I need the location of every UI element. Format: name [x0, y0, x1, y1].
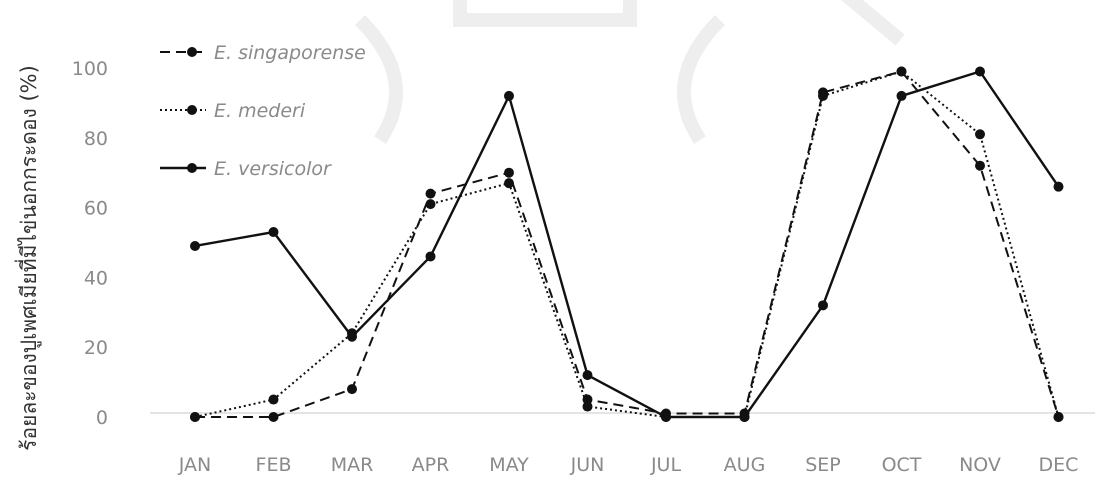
- series-e-versicolor: [190, 66, 1064, 422]
- y-tick-label: 60: [84, 198, 108, 220]
- x-tick-label-may: MAY: [489, 454, 529, 476]
- data-point-e-mederi-jan: [190, 412, 200, 422]
- data-point-e-mederi-feb: [268, 394, 279, 405]
- y-tick-label: 0: [96, 407, 108, 429]
- y-tick-label: 80: [84, 128, 108, 150]
- series-line-e-versicolor: [194, 70, 1060, 419]
- data-point-e-versicolor-apr: [425, 251, 436, 262]
- legend-label: E. singaporense: [214, 42, 366, 64]
- data-point-e-versicolor-jun: [582, 370, 593, 381]
- x-tick-label-jun: JUN: [570, 454, 605, 476]
- data-point-e-versicolor-sep: [818, 300, 828, 311]
- y-tick-labels: 0 20 40 60 80 100: [72, 58, 108, 429]
- data-point-e-singaporense-nov: [975, 160, 985, 171]
- x-tick-label-dec: DEC: [1039, 454, 1079, 476]
- x-tick-label-feb: FEB: [256, 454, 292, 476]
- data-point-e-singaporense-jun: [582, 394, 593, 405]
- series-line-e-singaporense: [195, 70, 1060, 418]
- data-point-e-mederi-oct: [896, 66, 907, 77]
- y-tick-label: 40: [84, 267, 108, 289]
- legend-item-e-mederi: E. mederi: [160, 100, 306, 122]
- data-point-e-mederi-jun: [582, 401, 593, 412]
- data-point-e-versicolor-nov: [975, 66, 985, 77]
- x-tick-label-aug: AUG: [724, 454, 766, 476]
- data-point-e-versicolor-jul: [661, 412, 671, 422]
- data-point-e-versicolor-feb: [268, 227, 279, 238]
- data-point-e-versicolor-oct: [896, 90, 907, 101]
- data-point-e-mederi-apr: [425, 199, 436, 210]
- x-tick-label-mar: MAR: [331, 454, 374, 476]
- y-axis-label: ร้อยละของปูเพศเมียที่มีไข่นอกกระดอง (%): [14, 65, 42, 451]
- data-point-e-mederi-sep: [818, 90, 828, 101]
- data-point-e-mederi-dec: [1053, 412, 1064, 422]
- x-tick-label-nov: NOV: [959, 454, 1001, 476]
- series-line-e-mederi: [194, 70, 1060, 418]
- data-point-e-mederi-may: [504, 178, 514, 189]
- x-tick-label-oct: OCT: [882, 454, 922, 476]
- data-point-e-versicolor-aug: [739, 412, 750, 422]
- data-point-e-singaporense-apr: [425, 188, 436, 199]
- x-tick-label-jan: JAN: [178, 454, 211, 476]
- x-tick-labels: JAN FEB MAR APR MAY JUN JUL AUG SEP OCT NOV DEC: [178, 454, 1079, 476]
- y-tick-label: 100: [72, 58, 108, 80]
- series-e-singaporense: [190, 66, 1064, 422]
- series-e-mederi: [190, 66, 1064, 422]
- data-point-e-mederi-nov: [975, 129, 985, 140]
- legend-swatch-marker: [187, 163, 197, 173]
- x-tick-label-sep: SEP: [805, 454, 841, 476]
- legend-swatch-marker: [187, 47, 197, 57]
- legend-label: E. mederi: [214, 100, 306, 122]
- legend: E. singaporense E. mederi E. versicolor: [160, 42, 366, 180]
- y-tick-label: 20: [84, 337, 108, 359]
- data-point-e-versicolor-mar: [347, 331, 357, 342]
- x-tick-label-jul: JUL: [650, 454, 682, 476]
- data-point-e-singaporense-feb: [268, 412, 279, 422]
- legend-item-e-singaporense: E. singaporense: [160, 42, 366, 64]
- data-point-e-versicolor-jan: [190, 240, 200, 251]
- data-point-e-singaporense-may: [504, 167, 514, 178]
- legend-item-e-versicolor: E. versicolor: [160, 158, 332, 180]
- data-point-e-versicolor-dec: [1053, 181, 1064, 192]
- x-tick-label-apr: APR: [412, 454, 450, 476]
- legend-swatch-marker: [187, 105, 197, 115]
- data-point-e-versicolor-may: [504, 90, 514, 101]
- series-layer: [190, 66, 1064, 422]
- data-point-e-singaporense-mar: [347, 384, 357, 395]
- legend-label: E. versicolor: [214, 158, 332, 180]
- watermark-seal: [355, 0, 905, 144]
